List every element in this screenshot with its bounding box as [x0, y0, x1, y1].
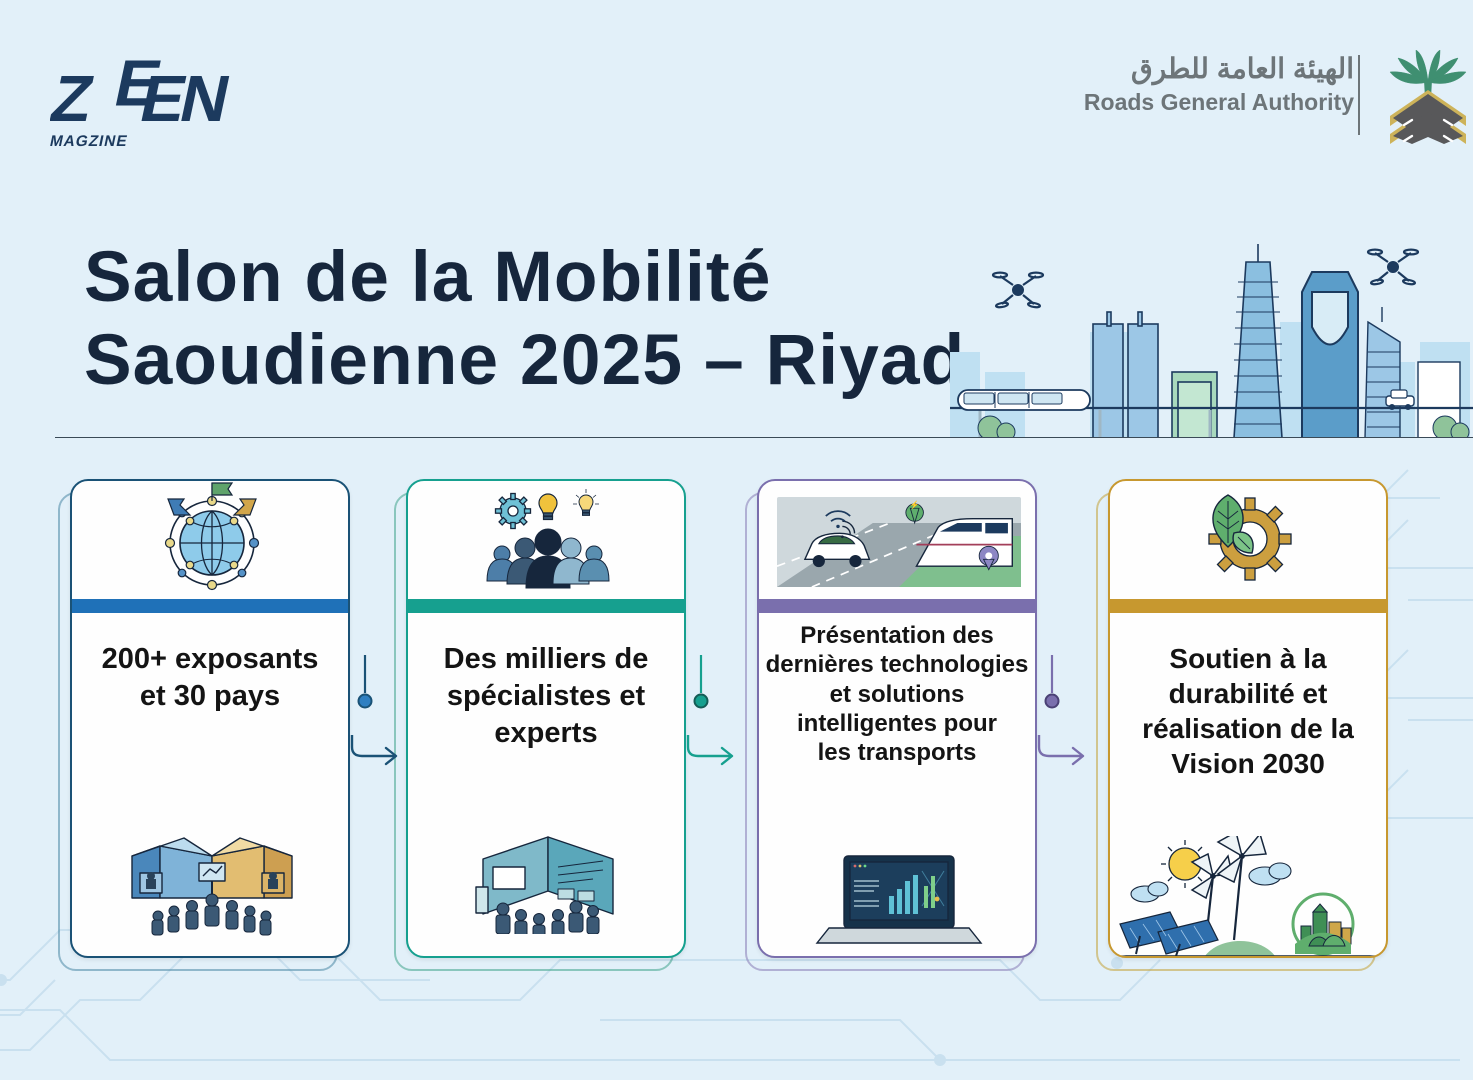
svg-text:⚡: ⚡ — [910, 499, 920, 509]
